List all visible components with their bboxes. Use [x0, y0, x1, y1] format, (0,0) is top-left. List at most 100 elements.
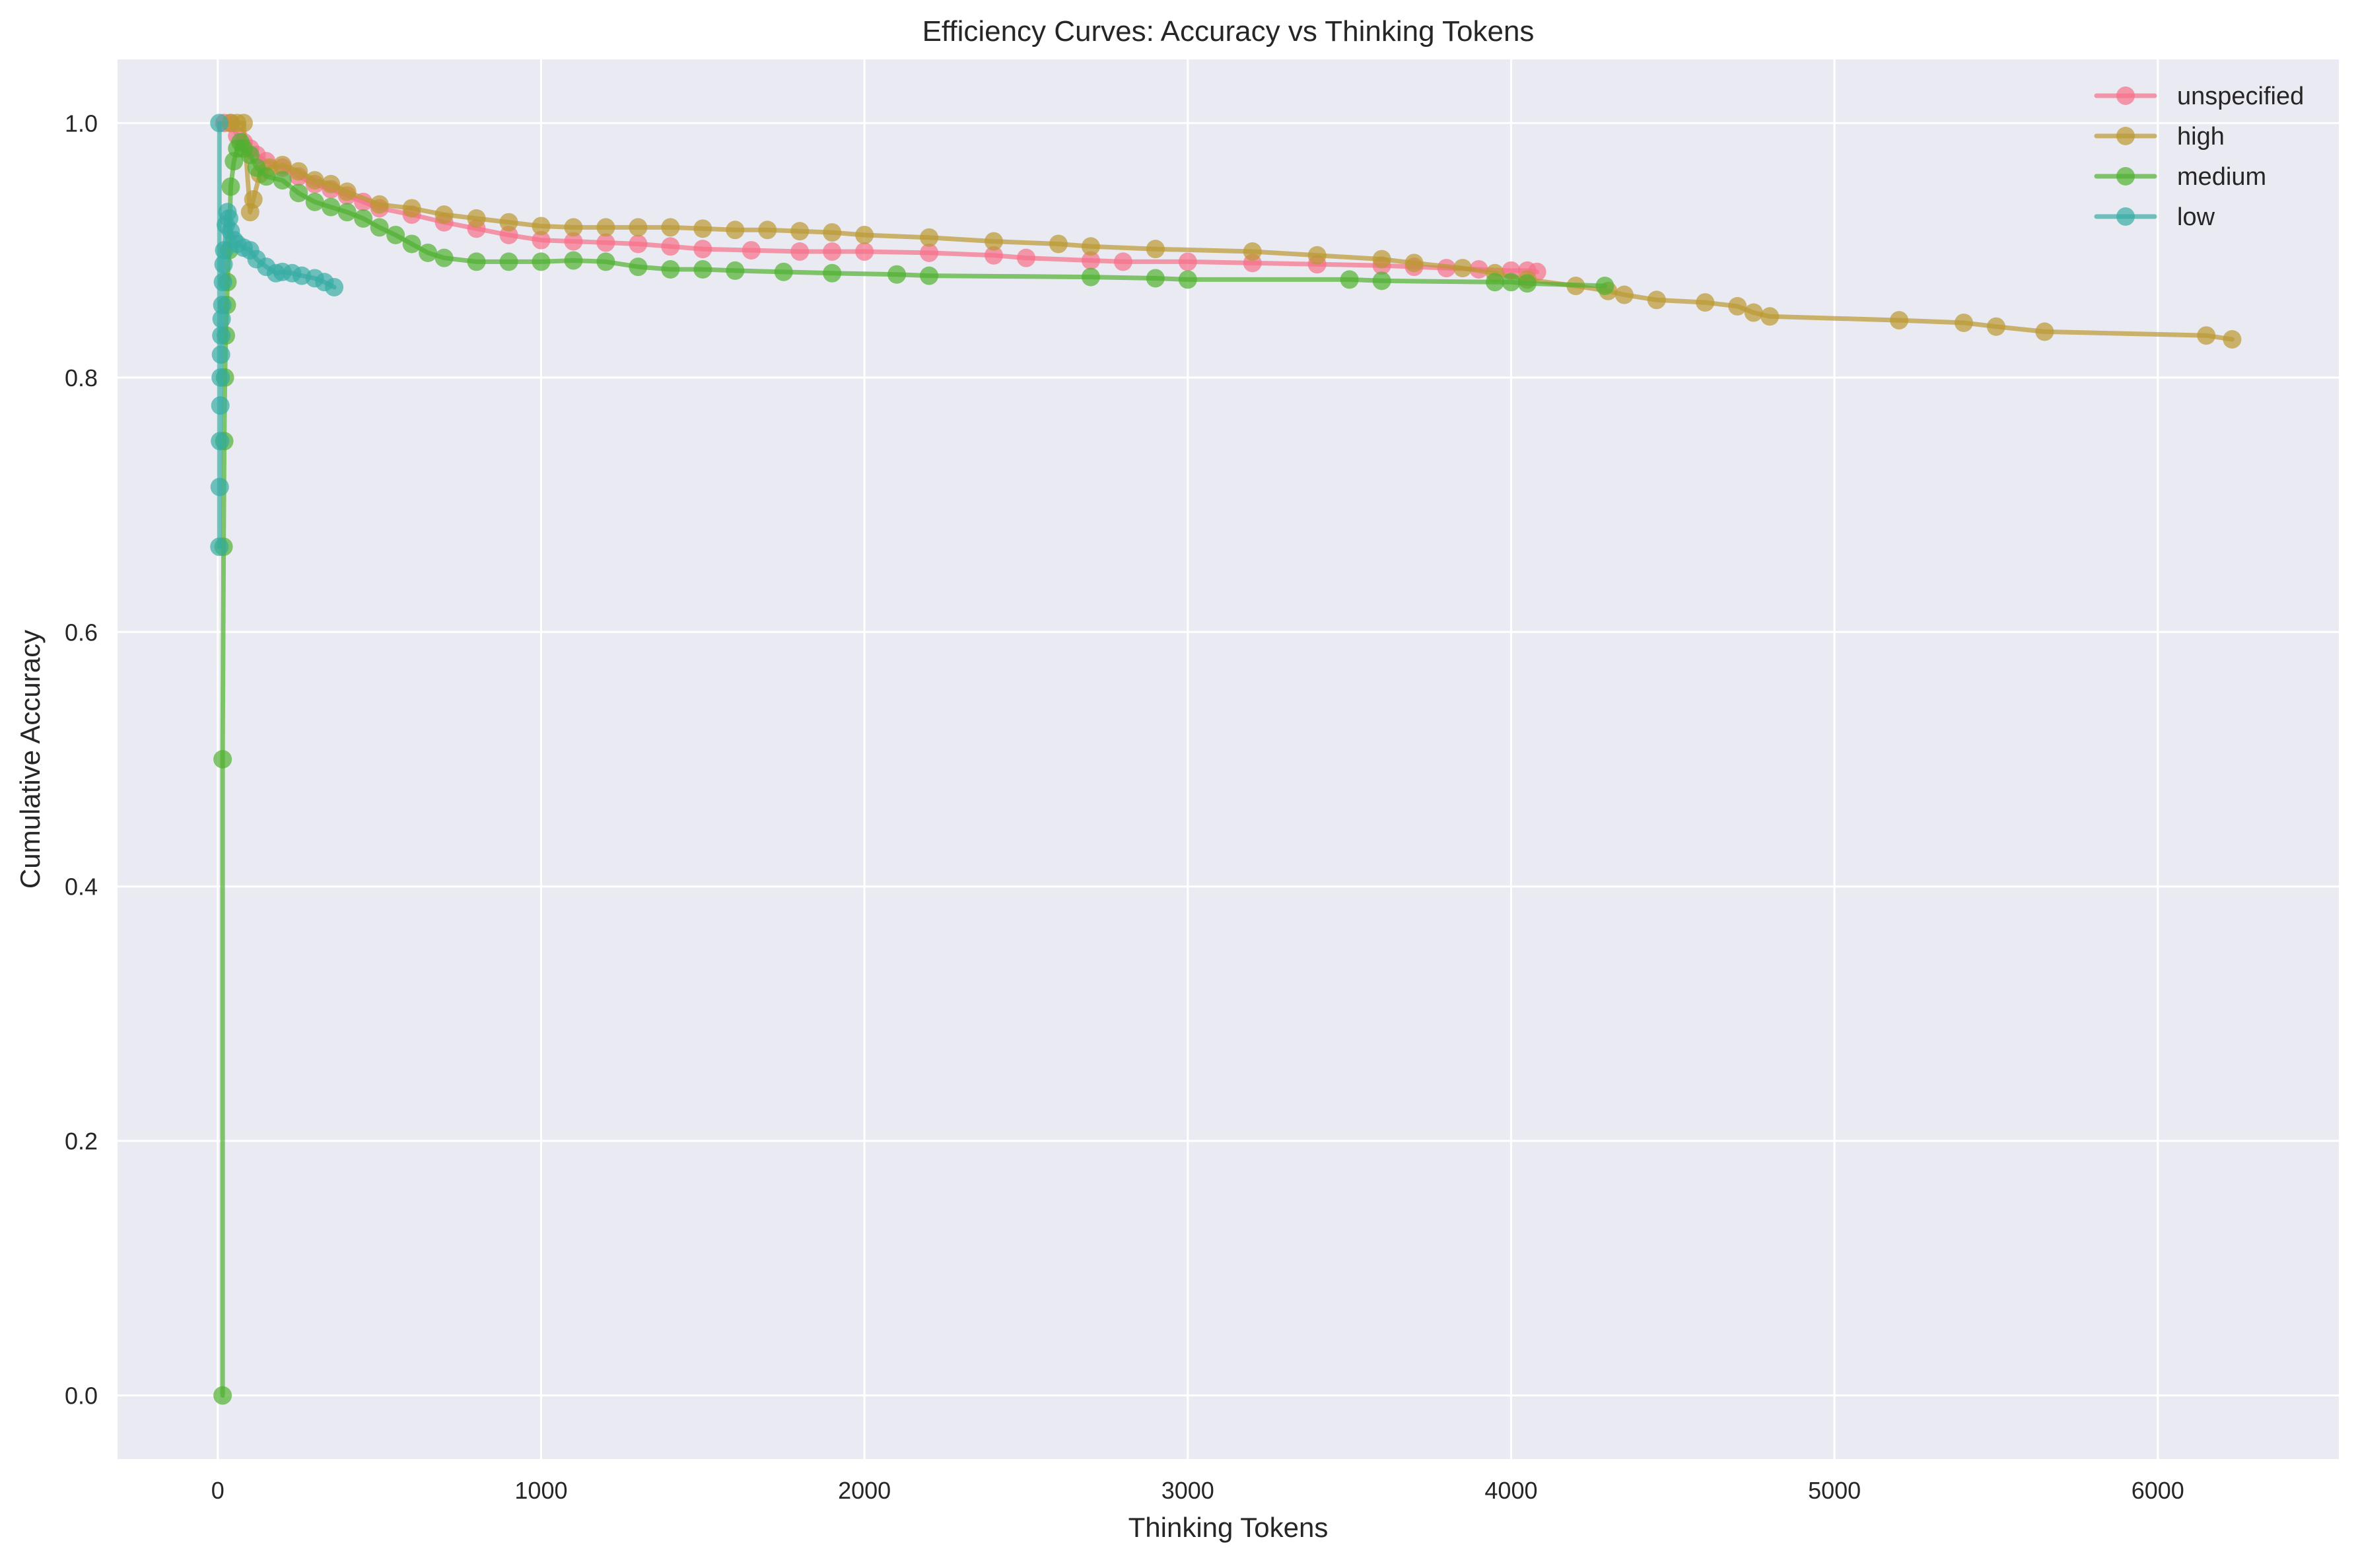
series-low: [210, 114, 344, 557]
x-axis-label: Thinking Tokens: [1128, 1512, 1329, 1543]
data-point: [211, 368, 230, 387]
data-point: [726, 221, 745, 240]
data-point: [532, 217, 551, 236]
data-point: [244, 190, 263, 209]
data-point: [855, 242, 874, 261]
data-point: [213, 295, 232, 314]
data-point: [1081, 251, 1100, 270]
y-tick-label: 1.0: [65, 110, 98, 137]
data-point: [774, 262, 793, 281]
x-tick-label: 4000: [1484, 1477, 1537, 1504]
data-point: [984, 232, 1003, 251]
x-tick-label: 6000: [2132, 1477, 2184, 1504]
data-point: [984, 246, 1003, 265]
data-point: [1146, 269, 1165, 288]
y-tick-label: 0.6: [65, 619, 98, 646]
x-tick-label: 1000: [514, 1477, 567, 1504]
data-point: [322, 174, 341, 193]
data-point: [1696, 293, 1715, 312]
data-point: [1146, 240, 1165, 259]
legend: unspecified high medium low: [2094, 83, 2304, 231]
data-point: [596, 233, 615, 252]
data-point: [920, 228, 939, 247]
data-point: [210, 537, 229, 557]
y-tick-label: 0.8: [65, 364, 98, 392]
data-point: [887, 265, 907, 284]
legend-marker-icon: [2116, 127, 2135, 145]
legend-marker-icon: [2116, 167, 2135, 186]
data-point: [434, 248, 454, 267]
data-point: [693, 219, 712, 238]
data-point: [419, 243, 438, 262]
data-point: [920, 243, 939, 262]
data-point: [1614, 285, 1634, 304]
legend-marker-icon: [2116, 86, 2135, 105]
y-axis-label: Cumulative Accuracy: [15, 630, 46, 889]
data-point: [234, 114, 253, 133]
data-point: [434, 205, 454, 224]
data-point: [1595, 277, 1614, 296]
y-tick-label: 0.0: [65, 1382, 98, 1410]
data-point: [212, 326, 231, 345]
legend-item-medium: medium: [2094, 163, 2266, 191]
data-point: [564, 218, 583, 237]
x-tick-label: 2000: [838, 1477, 891, 1504]
data-point: [1760, 307, 1780, 326]
data-point: [1890, 311, 1909, 330]
data-point: [1178, 252, 1197, 271]
data-point: [1502, 273, 1521, 292]
data-point: [629, 234, 648, 254]
data-point: [402, 199, 421, 218]
data-point: [661, 218, 680, 237]
data-point: [629, 257, 648, 277]
data-point: [1081, 237, 1100, 256]
data-point: [1243, 242, 1262, 261]
data-point: [564, 251, 583, 270]
y-axis-ticks: 0.0 0.2 0.4 0.6 0.8 1.0: [65, 110, 98, 1409]
data-point: [823, 242, 842, 261]
data-point: [1485, 273, 1504, 292]
data-point: [370, 218, 389, 237]
data-point: [1517, 274, 1537, 293]
x-tick-label: 5000: [1808, 1477, 1861, 1504]
data-point: [337, 203, 357, 222]
data-point: [273, 155, 292, 174]
data-point: [1647, 290, 1666, 310]
legend-item-unspecified: unspecified: [2094, 83, 2304, 110]
data-point: [211, 432, 230, 451]
data-point: [499, 252, 518, 271]
data-point: [1178, 270, 1197, 289]
data-point: [386, 225, 405, 244]
data-point: [221, 177, 240, 196]
series-high: [221, 114, 2242, 349]
data-point: [1307, 246, 1327, 265]
data-point: [212, 310, 231, 329]
data-point: [2035, 322, 2054, 341]
legend-label: low: [2177, 203, 2215, 231]
data-point: [1372, 250, 1391, 269]
data-point: [370, 195, 389, 214]
x-tick-label: 0: [211, 1477, 225, 1504]
data-point: [1404, 254, 1424, 273]
data-point: [742, 241, 761, 260]
data-point: [1728, 296, 1747, 316]
grid-lines: [118, 59, 2339, 1459]
data-point: [823, 223, 842, 242]
y-tick-label: 0.2: [65, 1128, 98, 1155]
data-point: [214, 255, 233, 274]
data-point: [693, 260, 712, 279]
data-point: [467, 209, 486, 228]
data-point: [305, 171, 324, 190]
data-point: [1453, 259, 1473, 278]
data-point: [532, 230, 551, 250]
legend-label: medium: [2177, 163, 2266, 191]
data-point: [467, 252, 486, 271]
data-point: [354, 209, 373, 228]
data-point: [661, 237, 680, 256]
data-point: [629, 218, 648, 237]
data-point: [1372, 271, 1391, 290]
data-point: [790, 242, 810, 261]
data-point: [273, 171, 292, 190]
legend-marker-icon: [2116, 207, 2135, 226]
